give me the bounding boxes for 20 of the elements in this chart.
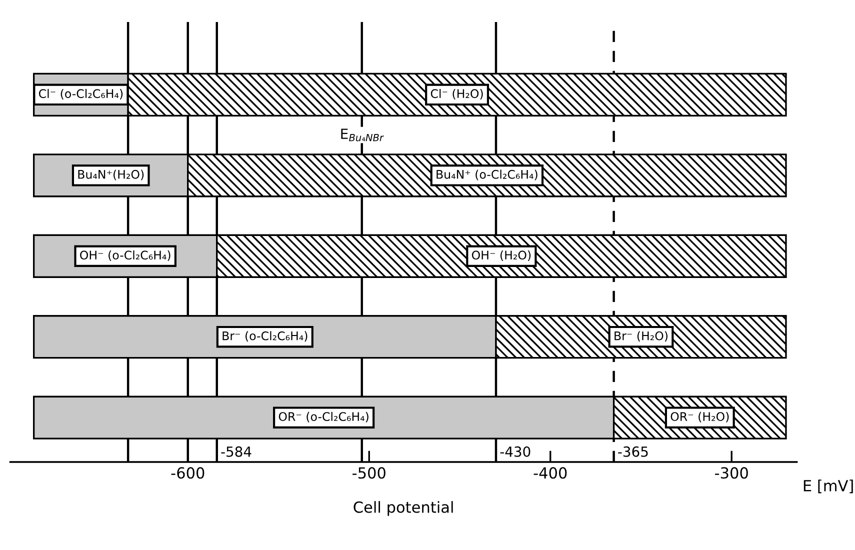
data-label: Cl⁻ (H₂O) [430,88,483,100]
data-label: OR⁻ (o-Cl₂C₆H₄) [278,412,368,422]
data-label: Br⁻ (o-Cl₂C₆H₄) [222,331,308,342]
x-tick-label: -600 [171,467,204,479]
ref-line-label: -365 [618,446,648,457]
data-label: OR⁻ (H₂O) [670,412,729,422]
x-tick-label: -400 [534,467,567,479]
ref-line-label: -584 [221,446,252,457]
data-label: Bu₄N⁺(H₂O) [78,170,144,180]
ref-line-label: E$_{Bu₄NBr}$ [341,128,384,142]
data-label: Br⁻ (H₂O) [614,331,668,342]
x-axis-title: Cell potential [354,501,453,516]
data-label: Bu₄N⁺ (o-Cl₂C₆H₄) [436,170,538,180]
ref-line-label: -430 [500,446,530,457]
data-label: OH⁻ (H₂O) [472,250,531,261]
data-label: OH⁻ (o-Cl₂C₆H₄) [80,250,170,261]
x-tick-label: -500 [352,467,386,479]
x-tick-label: -300 [715,467,748,479]
text: E [mV] [804,480,853,494]
data-label: Cl⁻ (o-Cl₂C₆H₄) [38,88,123,100]
